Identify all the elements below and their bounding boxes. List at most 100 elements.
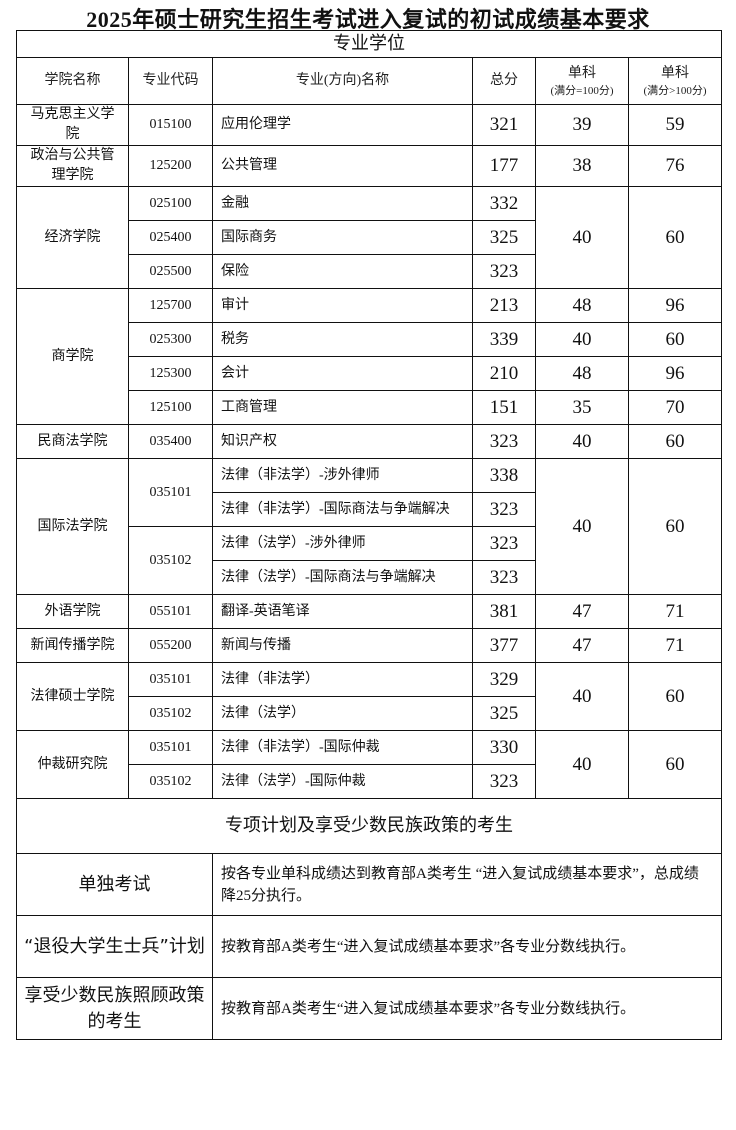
table-row: 法律（法学）-国际商法与争端解决 323 — [17, 560, 722, 595]
header-total: 总分 — [472, 57, 536, 105]
section-title: 专业学位 — [15, 30, 723, 58]
major-name: 翻译-英语笔译 — [212, 594, 473, 629]
program-code: 035102 — [128, 526, 213, 595]
total-score: 338 — [472, 458, 536, 493]
program-code: 055200 — [128, 628, 213, 663]
header-college: 学院名称 — [16, 57, 129, 105]
table-row: 法律硕士学院 035101 法律（非法学） 329 40 60 — [16, 662, 723, 731]
program-code: 055101 — [128, 594, 213, 629]
college-name: 外语学院 — [16, 594, 129, 629]
college-name: 民商法学院 — [16, 424, 129, 459]
single-score-100: 47 — [535, 628, 629, 663]
major-name: 法律（法学）-国际商法与争端解决 — [212, 560, 473, 595]
header-major: 专业(方向)名称 — [212, 57, 473, 105]
table-row: 125300 会计 210 48 96 — [17, 356, 723, 391]
major-name: 金融 — [212, 186, 473, 221]
program-code: 035101 — [128, 458, 213, 527]
college-name: 商学院 — [16, 288, 129, 425]
single-score-100: 48 — [535, 288, 629, 323]
program-code: 025100 — [128, 186, 213, 221]
special-text: 按教育部A类考生“进入复试成绩基本要求”各专业分数线执行。 — [211, 977, 723, 1040]
total-score: 213 — [472, 288, 536, 323]
single-score-100: 40 — [535, 458, 629, 595]
table-row: 国际法学院 035101 法律（非法学）-涉外律师 338 40 60 — [16, 458, 723, 595]
program-code: 035400 — [128, 424, 213, 459]
table-row: 法律（非法学）-国际商法与争端解决 323 — [17, 492, 722, 527]
program-code: 035102 — [128, 696, 213, 731]
table-row: 外语学院 055101 翻译-英语笔译 381 47 71 — [16, 594, 723, 629]
single-score-over-100: 60 — [627, 730, 723, 799]
major-name: 审计 — [212, 288, 473, 323]
total-score: 177 — [472, 145, 536, 187]
major-name: 法律（法学） — [212, 696, 473, 731]
program-code: 035101 — [128, 662, 213, 697]
program-code: 125700 — [128, 288, 213, 323]
major-name: 应用伦理学 — [212, 104, 473, 146]
program-code: 025400 — [128, 220, 213, 255]
major-name: 法律（非法学）-国际仲裁 — [212, 730, 473, 765]
special-label: 享受少数民族照顾政策的考生 — [16, 977, 213, 1040]
total-score: 323 — [472, 560, 536, 595]
special-label: “退役大学生士兵”计划 — [16, 915, 213, 978]
major-name: 法律（法学）-涉外律师 — [212, 526, 473, 561]
table-row: 125100 工商管理 151 35 70 — [17, 390, 723, 425]
total-score: 330 — [472, 730, 536, 765]
special-row: “退役大学生士兵”计划 按教育部A类考生“进入复试成绩基本要求”各专业分数线执行。 — [16, 915, 723, 978]
single-score-over-100: 60 — [627, 458, 723, 595]
total-score: 323 — [472, 764, 536, 799]
special-label: 单独考试 — [16, 853, 213, 916]
single-score-over-100: 71 — [627, 594, 723, 629]
single-score-over-100: 59 — [627, 104, 723, 146]
total-score: 323 — [472, 424, 536, 459]
header-code: 专业代码 — [128, 57, 213, 105]
total-score: 325 — [472, 220, 536, 255]
header-single1-label: 单科 — [568, 65, 596, 81]
special-title: 专项计划及享受少数民族政策的考生 — [15, 798, 723, 854]
college-name: 法律硕士学院 — [16, 662, 129, 731]
college-name: 新闻传播学院 — [16, 628, 129, 663]
table-row: 马克思主义学院 015100 应用伦理学 321 39 59 — [16, 104, 723, 146]
program-code: 015100 — [128, 104, 213, 146]
table-row: 商学院 125700 审计 213 48 96 — [16, 288, 723, 425]
major-name: 法律（非法学）-国际商法与争端解决 — [212, 492, 473, 527]
total-score: 377 — [472, 628, 536, 663]
special-row: 享受少数民族照顾政策的考生 按教育部A类考生“进入复试成绩基本要求”各专业分数线执… — [16, 977, 723, 1040]
single-score-over-100: 60 — [627, 322, 723, 357]
major-name: 法律（非法学）-涉外律师 — [212, 458, 473, 493]
single-score-over-100: 60 — [627, 186, 723, 289]
college-name: 国际法学院 — [16, 458, 129, 595]
single-score-100: 38 — [535, 145, 629, 187]
total-score: 210 — [472, 356, 536, 391]
program-code: 035102 — [128, 764, 213, 799]
single-score-over-100: 60 — [627, 424, 723, 459]
college-name: 政治与公共管理学院 — [16, 145, 129, 187]
single-score-100: 40 — [535, 662, 629, 731]
single-score-100: 39 — [535, 104, 629, 146]
header-single2-label: 单科 — [661, 65, 690, 81]
header-single1-sub: (满分=100分) — [550, 84, 614, 97]
major-name: 新闻与传播 — [212, 628, 473, 663]
program-code: 025300 — [128, 322, 213, 357]
major-name: 税务 — [212, 322, 473, 357]
single-score-over-100: 70 — [627, 390, 723, 425]
total-score: 381 — [472, 594, 536, 629]
single-score-over-100: 96 — [627, 356, 723, 391]
single-score-over-100: 71 — [627, 628, 723, 663]
major-name: 知识产权 — [212, 424, 473, 459]
score-table: 专业学位 学院名称 专业代码 专业(方向)名称 总分 单科 (满分=100分) 单… — [15, 30, 723, 1040]
total-score: 332 — [472, 186, 536, 221]
total-score: 329 — [472, 662, 536, 697]
single-score-100: 48 — [535, 356, 629, 391]
special-row: 单独考试 按各专业单科成绩达到教育部A类考生 “进入复试成绩基本要求”，总成绩降2… — [16, 853, 723, 916]
table-row: 仲裁研究院 035101 法律（非法学）-国际仲裁 330 40 60 — [16, 730, 723, 799]
single-score-over-100: 60 — [627, 662, 723, 731]
major-name: 会计 — [212, 356, 473, 391]
major-name: 公共管理 — [212, 145, 473, 187]
major-name: 法律（法学）-国际仲裁 — [212, 764, 473, 799]
single-score-100: 47 — [535, 594, 629, 629]
table-row: 政治与公共管理学院 125200 公共管理 177 38 76 — [16, 145, 723, 187]
major-name: 工商管理 — [212, 390, 473, 425]
single-score-100: 40 — [535, 730, 629, 799]
special-text: 按各专业单科成绩达到教育部A类考生 “进入复试成绩基本要求”，总成绩降25分执行… — [211, 853, 723, 916]
header-single2-sub: (满分>100分) — [643, 84, 707, 97]
